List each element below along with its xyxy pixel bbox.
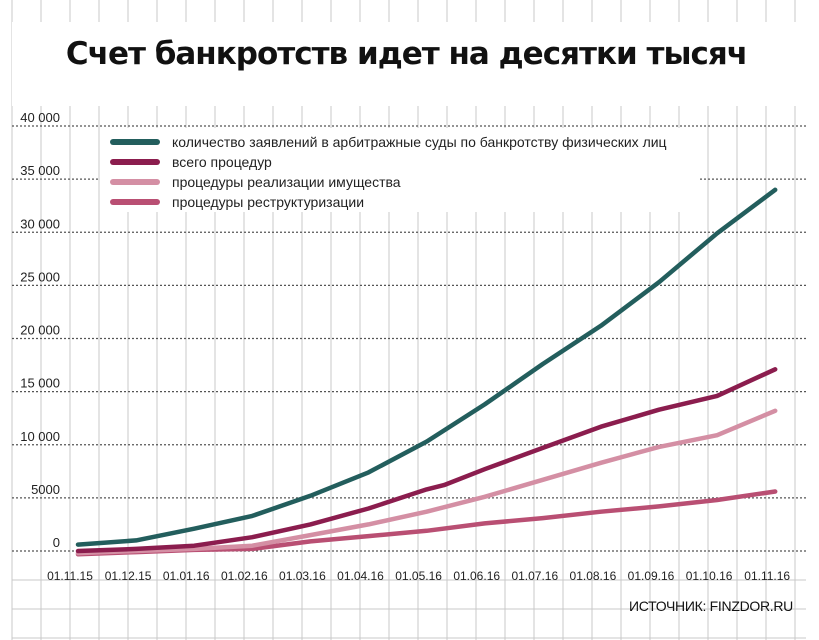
x-tick-label: 01.04.16 (337, 569, 384, 583)
x-tick-label: 01.02.16 (221, 569, 268, 583)
x-axis-ticks: 01.11.15 01.12.15 01.01.16 01.02.16 01.03.16… (47, 569, 790, 583)
x-tick-label: 01.03.16 (279, 569, 326, 583)
y-tick-label: 10 000 (20, 429, 60, 444)
series-line-1 (75, 367, 778, 554)
legend-item-applications: количество заявлений в арбитражные суды … (110, 132, 667, 152)
legend-label-restructuring: процедуры реструктуризации (172, 194, 365, 210)
x-tick-label: 01.05.16 (395, 569, 442, 583)
x-tick-label: 01.08.16 (570, 569, 617, 583)
y-tick-label: 40 000 (20, 110, 60, 125)
x-tick-label: 01.10.16 (686, 569, 733, 583)
y-tick-label: 20 000 (20, 323, 60, 338)
legend: количество заявлений в арбитражные суды … (100, 128, 700, 212)
horizontal-gridlines (12, 125, 806, 639)
y-tick-label: 25 000 (20, 269, 60, 284)
y-tick-label: 30 000 (20, 216, 60, 231)
legend-label-asset-realization: процедуры реализации имущества (172, 174, 401, 190)
y-tick-label: 15 000 (20, 376, 60, 391)
x-tick-label: 01.06.16 (453, 569, 500, 583)
chart-title: Счет банкротств идет на десятки тысяч (65, 36, 748, 72)
series-lines (75, 187, 778, 557)
y-axis-ticks: 0 5000 10 000 15 000 20 000 25 000 30 000 35 00… (20, 110, 60, 550)
y-tick-label: 35 000 (20, 163, 60, 178)
source-note: ИСТОЧНИК: FINZDOR.RU (629, 598, 793, 614)
x-tick-label: 01.11.15 (47, 569, 93, 583)
y-tick-label: 0 (53, 535, 60, 550)
x-tick-label: 01.01.16 (163, 569, 210, 583)
legend-item-restructuring: процедуры реструктуризации (110, 192, 364, 212)
x-tick-label: 01.07.16 (511, 569, 558, 583)
series-line-2 (75, 408, 778, 556)
legend-label-applications: количество заявлений в арбитражные суды … (172, 134, 667, 150)
legend-swatch-total-procedures (110, 159, 160, 165)
legend-swatch-applications (110, 139, 160, 145)
series-line-0 (75, 187, 778, 547)
x-tick-label: 01.12.15 (105, 569, 152, 583)
x-tick-label: 01.11.16 (744, 569, 790, 583)
legend-label-total-procedures: всего процедур (172, 154, 272, 170)
title-panel: Счет банкротств идет на десятки тысяч (12, 22, 801, 106)
x-tick-label: 01.09.16 (628, 569, 675, 583)
legend-item-asset-realization: процедуры реализации имущества (110, 172, 401, 192)
legend-swatch-asset-realization (110, 179, 160, 185)
legend-swatch-restructuring (110, 199, 160, 205)
legend-item-total-procedures: всего процедур (110, 152, 272, 172)
y-tick-label: 5000 (31, 482, 60, 497)
